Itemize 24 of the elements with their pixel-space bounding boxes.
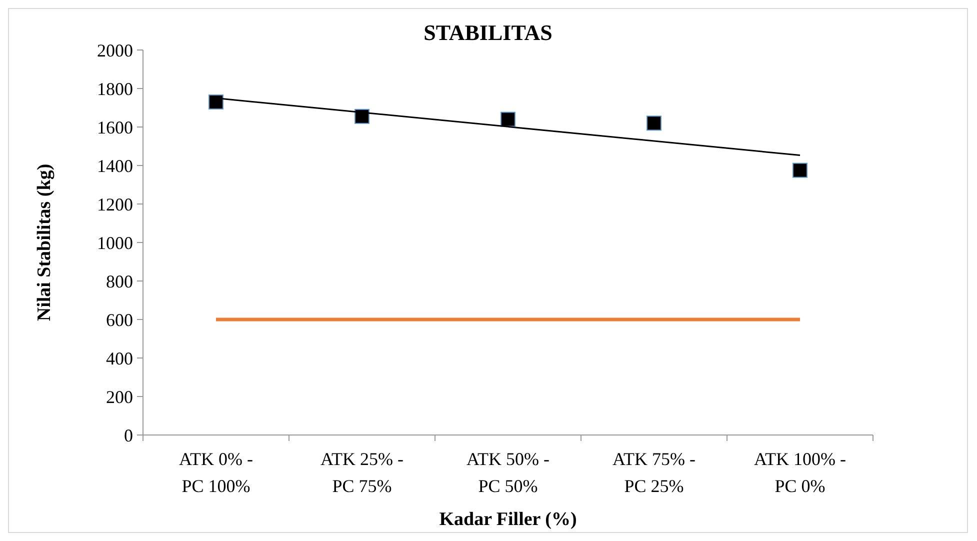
y-tick-label: 1200 <box>97 194 133 214</box>
y-tick-label: 1800 <box>97 78 133 99</box>
point <box>646 116 662 131</box>
chart-title: STABILITAS <box>424 20 552 45</box>
x-tick-label: ATK 100% - PC 0% <box>754 449 846 496</box>
y-tick-label: 1000 <box>97 232 133 253</box>
y-tick-label: 2000 <box>97 40 133 60</box>
y-tick-label: 800 <box>106 271 133 292</box>
y-tick-label: 1600 <box>97 117 133 138</box>
y-tick-label: 200 <box>106 386 133 407</box>
point <box>208 94 224 110</box>
point <box>354 108 370 124</box>
point <box>792 162 808 178</box>
y-axis-title: Nilai Stabilitas (kg) <box>34 164 55 322</box>
x-axis-title: Kadar Filler (%) <box>439 509 577 530</box>
x-tick-label: ATK 0% - PC 100% <box>179 449 253 496</box>
y-tick-label: 400 <box>106 348 133 368</box>
y-tick-label: 0 <box>124 425 133 446</box>
x-tick-label: ATK 25% - PC 75% <box>320 449 404 496</box>
x-tick-label: ATK 75% - PC 25% <box>612 449 696 496</box>
y-tick-label: 600 <box>106 310 133 330</box>
x-tick-label: ATK 50% - PC 50% <box>466 449 550 496</box>
y-tick-label: 1400 <box>97 156 133 176</box>
point <box>500 112 516 127</box>
